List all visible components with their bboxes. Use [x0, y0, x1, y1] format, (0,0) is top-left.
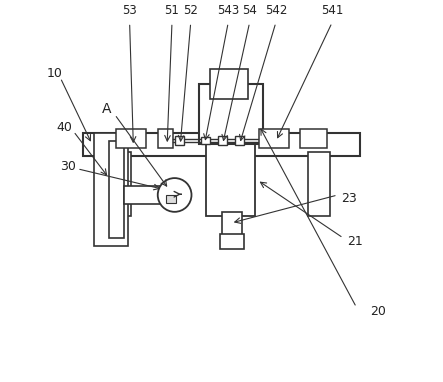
Circle shape — [158, 178, 191, 212]
Bar — [201, 137, 210, 144]
Text: 543: 543 — [217, 4, 239, 17]
Text: A: A — [102, 102, 112, 116]
Text: 21: 21 — [347, 235, 363, 248]
Bar — [222, 212, 242, 238]
Bar — [206, 141, 255, 215]
Text: 542: 542 — [265, 4, 287, 17]
Bar — [166, 195, 176, 203]
Bar — [199, 84, 263, 144]
Bar — [117, 129, 147, 148]
Text: 54: 54 — [242, 4, 257, 17]
Bar — [175, 136, 184, 145]
Bar — [259, 129, 289, 148]
Text: 30: 30 — [60, 160, 76, 173]
Bar — [124, 186, 169, 204]
Bar — [218, 136, 227, 145]
Bar — [109, 152, 132, 215]
Text: 53: 53 — [122, 4, 137, 17]
Bar — [94, 133, 128, 246]
Bar — [308, 152, 330, 215]
Text: 40: 40 — [57, 121, 73, 134]
Text: 20: 20 — [369, 305, 385, 318]
Bar — [300, 129, 326, 148]
Bar — [220, 234, 244, 249]
Text: 51: 51 — [164, 4, 179, 17]
Text: 52: 52 — [183, 4, 198, 17]
Bar — [83, 133, 360, 155]
Text: 23: 23 — [342, 192, 357, 205]
Text: 10: 10 — [47, 67, 62, 80]
Bar — [109, 141, 124, 238]
Bar — [235, 136, 244, 145]
Bar — [210, 69, 248, 99]
Text: 541: 541 — [321, 4, 343, 17]
Bar — [158, 129, 173, 148]
